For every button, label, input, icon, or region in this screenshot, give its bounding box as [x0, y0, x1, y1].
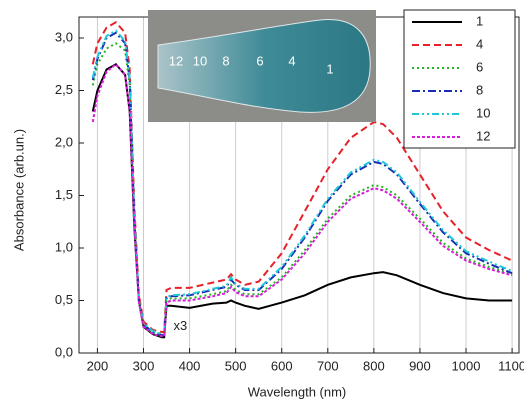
inset-label: 4	[288, 53, 295, 68]
y-tick-label: 0,0	[55, 344, 73, 359]
inset-label: 6	[256, 53, 263, 68]
y-tick-label: 2,5	[55, 82, 73, 97]
series-line	[91, 29, 513, 336]
inset-label: 8	[222, 53, 229, 68]
x-tick-label: 600	[271, 358, 293, 373]
y-tick-label: 2,0	[55, 134, 73, 149]
annotation: x3	[173, 318, 187, 333]
x-tick-label: 1100	[498, 358, 524, 373]
legend-label: 6	[476, 59, 483, 74]
x-tick-label: 500	[225, 358, 247, 373]
x-tick-label: 900	[409, 358, 431, 373]
x-tick-label: 400	[179, 358, 201, 373]
inset-photo: 12 10 8 6 4 1	[148, 10, 376, 122]
x-axis-title: Wavelength (nm)	[248, 384, 347, 399]
x-tick-label: 300	[133, 358, 155, 373]
x-tick-label: 1000	[452, 358, 481, 373]
legend-label: 10	[476, 105, 490, 120]
y-tick-label: 1,0	[55, 239, 73, 254]
legend-label: 4	[476, 36, 483, 51]
inset-label: 10	[193, 53, 207, 68]
legend-label: 1	[476, 13, 483, 28]
legend-label: 12	[476, 128, 490, 143]
y-axis-title: Absorbance (arb.un.)	[11, 129, 26, 251]
y-tick-label: 1,5	[55, 187, 73, 202]
x-tick-label: 700	[317, 358, 339, 373]
y-tick-label: 3,0	[55, 29, 73, 44]
inset-label: 1	[326, 61, 333, 76]
x-tick-label: 200	[87, 358, 109, 373]
crystal	[157, 19, 371, 113]
inset-label: 12	[169, 53, 183, 68]
legend-box	[403, 9, 516, 149]
series-line	[91, 31, 513, 337]
x-tick-label: 800	[363, 358, 385, 373]
y-tick-label: 0,5	[55, 292, 73, 307]
legend-label: 8	[476, 82, 483, 97]
